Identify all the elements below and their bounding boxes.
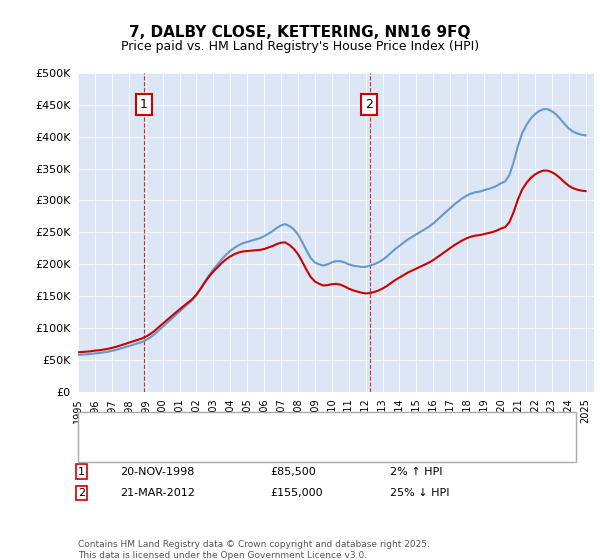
Text: 2: 2 [78,488,85,498]
Text: £85,500: £85,500 [270,466,316,477]
Text: 25% ↓ HPI: 25% ↓ HPI [390,488,449,498]
Text: 1: 1 [78,466,85,477]
Text: 2: 2 [365,98,373,111]
Text: 7, DALBY CLOSE, KETTERING, NN16 9FQ: 7, DALBY CLOSE, KETTERING, NN16 9FQ [129,25,471,40]
Text: ─────: ───── [90,421,124,431]
Text: 1: 1 [140,98,148,111]
Text: ─────: ───── [90,446,124,456]
Text: HPI: Average price, detached house, North Northamptonshire: HPI: Average price, detached house, Nort… [132,446,475,456]
Text: 7, DALBY CLOSE, KETTERING, NN16 9FQ (detached house): 7, DALBY CLOSE, KETTERING, NN16 9FQ (det… [132,421,457,431]
Text: 2% ↑ HPI: 2% ↑ HPI [390,466,443,477]
Text: 21-MAR-2012: 21-MAR-2012 [120,488,195,498]
Text: 20-NOV-1998: 20-NOV-1998 [120,466,194,477]
Text: Contains HM Land Registry data © Crown copyright and database right 2025.
This d: Contains HM Land Registry data © Crown c… [78,540,430,560]
Text: £155,000: £155,000 [270,488,323,498]
Text: Price paid vs. HM Land Registry's House Price Index (HPI): Price paid vs. HM Land Registry's House … [121,40,479,53]
